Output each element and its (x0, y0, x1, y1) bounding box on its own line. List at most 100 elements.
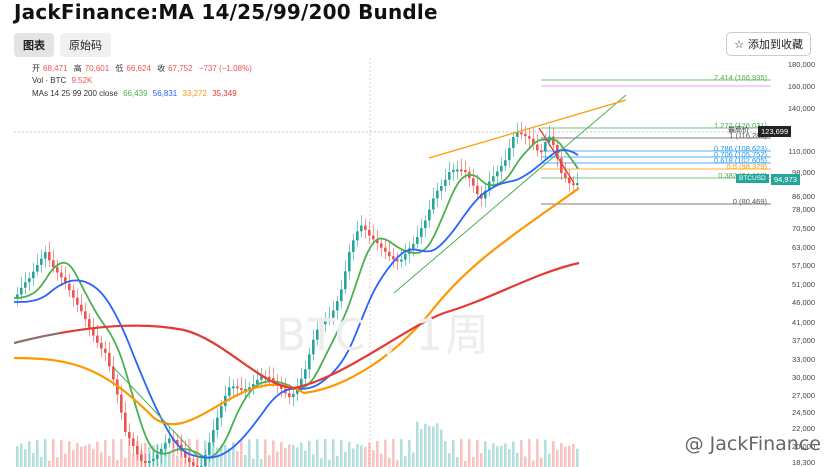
star-icon: ☆ (734, 37, 744, 51)
candle (340, 289, 343, 302)
volume-bar (460, 439, 463, 467)
candle (136, 445, 139, 455)
candle (32, 271, 35, 279)
volume-bar (132, 454, 135, 467)
volume-bar (336, 455, 339, 467)
volume-bar (64, 453, 67, 467)
price-axis-tick: 98,000 (792, 168, 815, 177)
candle (44, 252, 47, 259)
volume-bar (364, 446, 367, 467)
fib-label: 1 (116,288) (729, 131, 767, 140)
candle (452, 169, 455, 173)
volume-bar (332, 439, 335, 467)
candle (144, 460, 147, 463)
jackfinance-watermark: @ JackFinance (685, 433, 821, 455)
volume-bar (20, 443, 23, 467)
fib-label: 0 (80,469) (732, 197, 767, 206)
volume-bar (252, 458, 255, 467)
volume-bar (304, 450, 307, 467)
volume-bar (248, 439, 251, 467)
volume-bar (428, 425, 431, 467)
trendline-green-lower (113, 367, 200, 459)
volume-bar (284, 448, 287, 467)
candle (360, 225, 363, 232)
candle (424, 220, 427, 229)
candle (436, 190, 439, 199)
candle (404, 253, 407, 260)
candle (520, 132, 523, 135)
candle (72, 290, 75, 298)
volume-bar (288, 444, 291, 467)
ma99-value: 33,272 (182, 89, 207, 98)
candle (152, 458, 155, 461)
volume-bar (392, 439, 395, 467)
volume-bar (24, 449, 27, 467)
volume-bar (432, 426, 435, 467)
candle (476, 185, 479, 195)
volume-bar (32, 452, 35, 467)
volume-bar (384, 439, 387, 467)
candle (176, 440, 179, 445)
candle (64, 277, 67, 284)
candle (376, 239, 379, 244)
candle (268, 376, 271, 379)
high-price-tag: 123,699 (758, 126, 792, 137)
candle (408, 248, 411, 254)
volume-bar (348, 441, 351, 467)
candle (512, 137, 515, 148)
price-axis-tick: 30,000 (792, 373, 815, 382)
trendline-teal (14, 332, 60, 344)
volume-bar (28, 441, 31, 467)
current-price-tag: 94,973 (771, 174, 800, 185)
volume-bar (444, 441, 447, 467)
volume-bar (544, 439, 547, 467)
price-axis-tick: 18,300 (792, 458, 815, 467)
tab-source-code[interactable]: 原始码 (60, 33, 111, 57)
fib-label: 1.272 (126,031) (714, 121, 767, 130)
candle (16, 294, 19, 298)
candle (24, 282, 27, 288)
ma-label: MAs 14 25 99 200 close (32, 89, 118, 98)
low-value: 66,624 (126, 64, 151, 73)
ma200-line (14, 261, 580, 390)
candle (328, 317, 331, 321)
volume-bar (84, 445, 87, 467)
low-label: 低 (115, 64, 124, 73)
open-label: 开 (32, 64, 40, 73)
volume-bar (48, 460, 51, 467)
candle (524, 133, 527, 137)
volume-bar (68, 441, 71, 467)
volume-bar (268, 455, 271, 467)
volume-bar (492, 443, 495, 467)
view-tabs: 图表 原始码 (14, 33, 111, 57)
candle (396, 259, 399, 262)
candle (428, 209, 431, 221)
volume-bar (552, 441, 555, 467)
volume-bar (120, 439, 123, 467)
candle (216, 417, 219, 431)
add-to-favorites-button[interactable]: ☆ 添加到收藏 (726, 32, 811, 56)
price-chart[interactable]: BTC , 1周 开 68,471 高 70,601 低 66,624 收 67,752… (14, 58, 829, 467)
volume-bar (404, 456, 407, 467)
open-value: 68,471 (43, 64, 68, 73)
candle (536, 144, 539, 151)
volume-bar (324, 439, 327, 467)
price-axis-tick: 24,500 (792, 408, 815, 417)
candle (332, 310, 335, 318)
volume-bar (568, 445, 571, 467)
price-axis-tick: 22,000 (792, 424, 815, 433)
price-axis-tick: 140,000 (787, 104, 815, 113)
candle (456, 169, 459, 172)
volume-bar (540, 457, 543, 467)
ma-legend: MAs 14 25 99 200 close 66,439 56,831 33,… (32, 89, 240, 98)
tab-chart[interactable]: 图表 (14, 33, 54, 57)
volume-bar (260, 459, 263, 467)
volume-bar (416, 421, 419, 467)
volume-bar (216, 447, 219, 467)
trendline-green (393, 94, 627, 294)
volume-bar (464, 460, 467, 467)
volume-bar (104, 440, 107, 467)
change-value: −737 (−1.08%) (198, 64, 252, 73)
volume-label: Vol · BTC (32, 76, 67, 85)
volume-bar (536, 439, 539, 467)
